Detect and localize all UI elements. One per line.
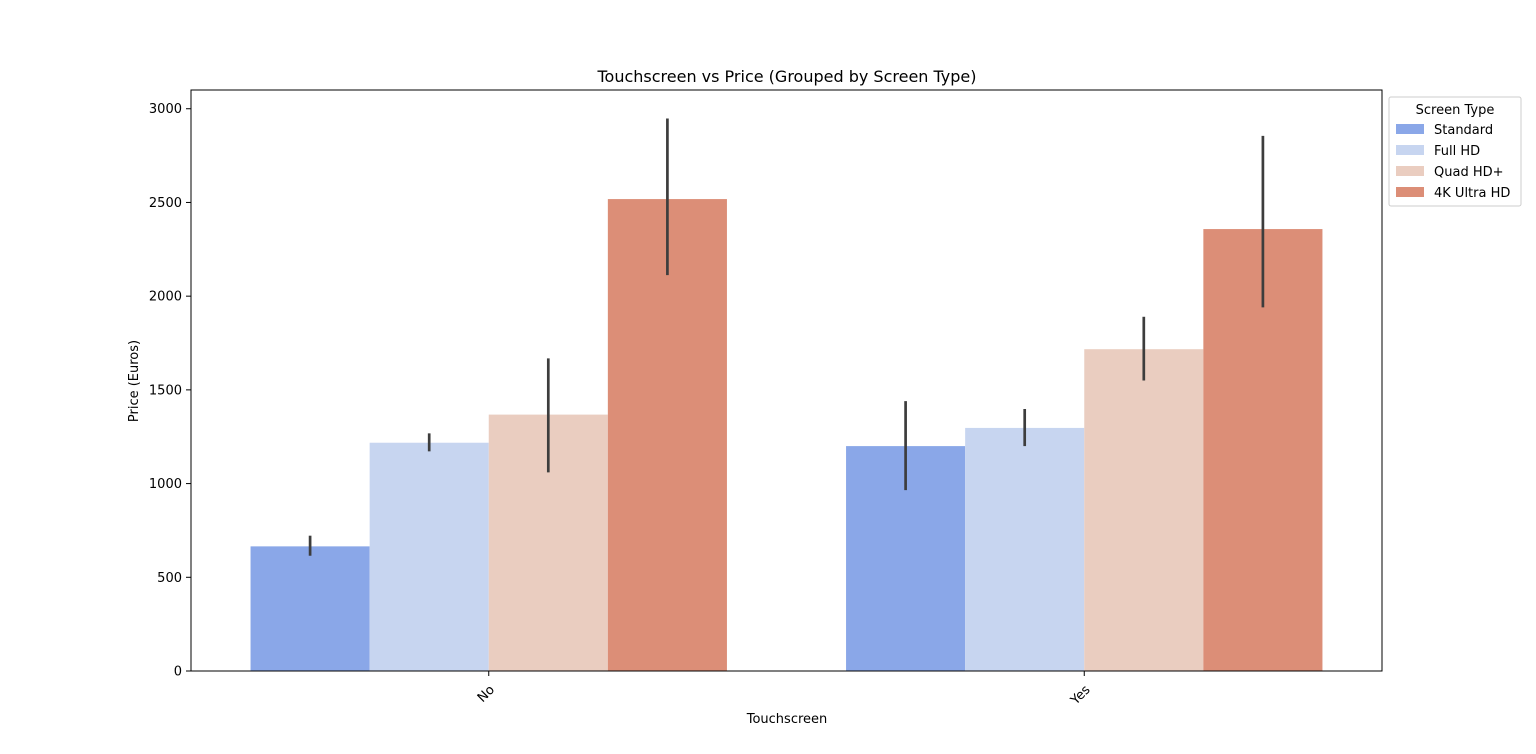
plot-area: 0 500 1000 1500 2000 2500 3000 No Yes (149, 89, 1383, 709)
legend-items: Standard Full HD Quad HD+ 4K Ultra HD (1396, 123, 1510, 201)
legend: Screen Type Standard Full HD Quad HD+ 4K Ul… (1388, 96, 1522, 207)
bar-full-hd-no (369, 442, 489, 671)
y-axis-label: Price (Euros) (127, 340, 142, 422)
bar-full-hd-yes (965, 427, 1085, 671)
y-tick-label: 3000 (149, 102, 182, 117)
bar-4k-ultra-hd-no (607, 199, 727, 671)
x-tick-label-yes: Yes (1067, 683, 1093, 709)
chart-title: Touchscreen vs Price (Grouped by Screen … (596, 67, 976, 86)
y-tick-label: 1000 (149, 477, 182, 492)
legend-swatch-full-hd (1396, 145, 1424, 155)
legend-swatch-standard (1396, 124, 1424, 134)
x-axis-label: Touchscreen (746, 712, 828, 727)
y-tick-label: 2500 (149, 196, 182, 211)
legend-label-quad-hd: Quad HD+ (1434, 165, 1504, 180)
bar-quad-hd-yes (1084, 349, 1204, 671)
legend-swatch-4k-ultra-hd (1396, 187, 1424, 197)
legend-swatch-quad-hd (1396, 166, 1424, 176)
y-tick-label: 500 (157, 571, 182, 586)
x-tick-label-no: No (475, 683, 498, 706)
legend-label-4k-ultra-hd: 4K Ultra HD (1434, 186, 1510, 201)
y-tick-label: 2000 (149, 290, 182, 305)
bar-standard-no (250, 546, 370, 671)
y-tick-label: 1500 (149, 383, 182, 398)
legend-label-full-hd: Full HD (1434, 144, 1480, 159)
legend-title: Screen Type (1416, 103, 1495, 118)
legend-label-standard: Standard (1434, 123, 1493, 138)
y-tick-label: 0 (174, 665, 182, 680)
axes-frame (190, 89, 1383, 672)
